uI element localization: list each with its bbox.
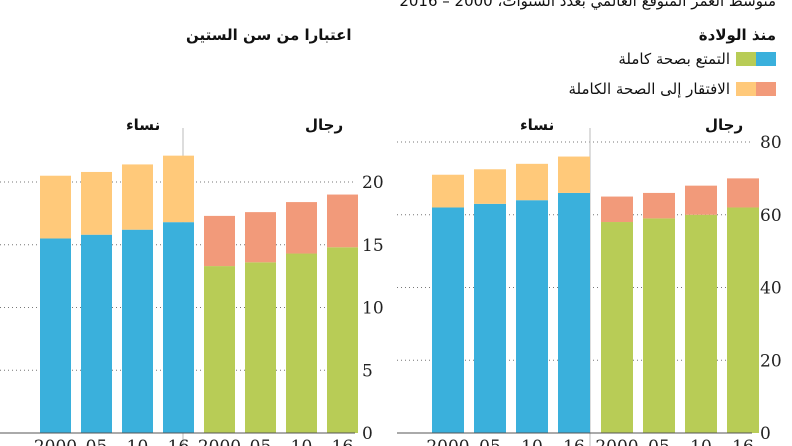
bar-healthy-0-1-3 [558,192,590,433]
bar-healthy-0-0-2 [685,214,717,433]
y-tick-label-1-2: 10 [362,299,384,319]
y-tick-label-1-1: 5 [362,361,373,381]
legend-label-unhealthy: الافتقار إلى الصحة الكاملة [568,80,730,98]
x-tick-label-1-1-3: 16 [168,437,190,446]
x-tick-label-1-0-1: 05 [250,437,272,446]
x-tick-label-0-1-0: 2000 [426,437,469,446]
legend-swatch-unhealthy-yellow [736,82,756,96]
bar-healthy-0-0-1 [643,218,675,433]
bar-healthy-1-0-3 [327,247,358,433]
x-tick-label-0-1-3: 16 [563,437,585,446]
bar-healthy-1-1-0 [40,238,71,433]
bar-unhealthy-0-0-3 [727,178,759,208]
x-tick-label-0-1-1: 05 [479,437,501,446]
bar-healthy-1-0-0 [204,266,235,433]
y-tick-label-1-0: 0 [362,424,373,444]
legend-unhealthy: الافتقار إلى الصحة الكاملة [569,80,776,98]
x-tick-label-0-0-3: 16 [732,437,754,446]
x-tick-label-0-0-2: 10 [690,437,712,446]
bar-unhealthy-0-1-2 [516,163,548,201]
x-tick-label-1-1-1: 05 [86,437,108,446]
x-tick-label-1-0-3: 16 [332,437,354,446]
bar-healthy-1-1-2 [122,229,153,433]
legend-label-healthy: التمتع بصحة كاملة [618,50,730,68]
bar-unhealthy-0-1-3 [558,156,590,193]
bar-healthy-0-0-3 [727,207,759,433]
bar-unhealthy-0-0-1 [643,192,675,219]
bar-healthy-1-0-1 [245,262,276,433]
panel-label-right-men: رجال [705,116,744,134]
x-tick-label-0-0-0: 2000 [595,437,638,446]
bar-unhealthy-1-1-2 [122,164,153,230]
x-tick-label-1-0-2: 10 [291,437,313,446]
bar-unhealthy-1-1-3 [163,155,194,223]
y-tick-label-1-3: 15 [362,236,384,256]
bar-unhealthy-1-0-3 [327,194,358,248]
bar-healthy-1-0-2 [286,253,317,433]
legend-swatch-healthy-green [736,52,756,66]
legend-title: منذ الولادة [698,26,776,44]
x-tick-label-1-0-0: 2000 [198,437,241,446]
bar-healthy-1-1-3 [163,222,194,433]
y-tick-label-1-4: 20 [362,173,384,193]
panel-label-right-women: نساء [520,116,555,134]
x-tick-label-0-0-1: 05 [648,437,670,446]
bar-unhealthy-1-0-2 [286,202,317,254]
legend-swatch-healthy [736,52,776,66]
bar-healthy-0-1-0 [432,207,464,433]
bar-unhealthy-0-1-0 [432,174,464,208]
y-tick-label-0-4: 80 [760,133,782,153]
left-chart-subtitle: اعتبارا من سن الستين [186,26,352,44]
bar-unhealthy-1-1-0 [40,175,71,239]
chart-title: متوسط العمر المتوقع العالمي بعدد السنوات… [399,0,776,10]
bar-healthy-0-1-1 [474,203,506,433]
bar-healthy-1-1-1 [81,234,112,433]
x-tick-label-1-1-0: 2000 [34,437,77,446]
bar-healthy-0-1-2 [516,200,548,433]
y-tick-label-0-1: 20 [760,351,782,371]
x-tick-label-1-1-2: 10 [127,437,149,446]
legend-swatch-healthy-blue [756,52,776,66]
bar-healthy-0-0-0 [601,222,633,433]
bar-unhealthy-0-1-1 [474,169,506,204]
legend-swatch-unhealthy-red [756,82,776,96]
panel-label-left-men: رجال [305,116,344,134]
bar-unhealthy-1-0-0 [204,215,235,267]
bar-unhealthy-0-0-0 [601,196,633,223]
bar-unhealthy-1-1-1 [81,171,112,235]
panel-label-left-women: نساء [126,116,161,134]
x-tick-label-0-1-2: 10 [521,437,543,446]
legend-healthy: التمتع بصحة كاملة [618,50,776,68]
bar-unhealthy-1-0-1 [245,212,276,263]
bar-unhealthy-0-0-2 [685,185,717,215]
y-tick-label-0-0: 0 [760,424,771,444]
y-tick-label-0-3: 60 [760,206,782,226]
legend-swatch-unhealthy [736,82,776,96]
y-tick-label-0-2: 40 [760,279,782,299]
